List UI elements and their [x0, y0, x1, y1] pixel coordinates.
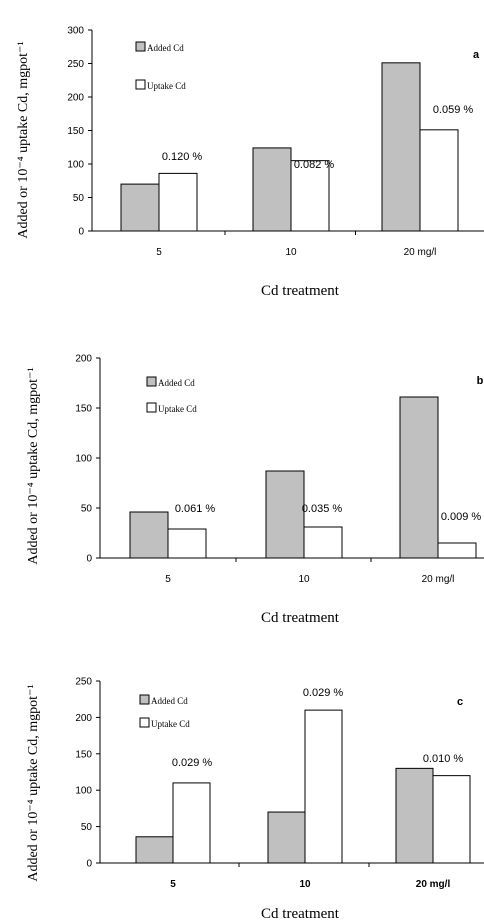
x-tick-label: 10 — [299, 879, 311, 890]
x-tick-label: 5 — [165, 574, 171, 585]
y-tick-label: 50 — [81, 504, 93, 515]
bar-added-cd — [267, 811, 306, 864]
percent-annotation: 0.010 % — [423, 753, 464, 765]
legend-swatch-added — [139, 694, 150, 705]
percent-annotation: 0.035 % — [302, 503, 343, 515]
x-axis-label: Cd treatment — [261, 283, 340, 299]
panel-letter: b — [477, 375, 484, 387]
bar-uptake-cd — [172, 782, 211, 864]
percent-annotation: 0.082 % — [294, 159, 335, 171]
y-tick-label: 100 — [75, 454, 92, 465]
y-tick-label: 200 — [75, 354, 92, 365]
percent-annotation: 0.061 % — [175, 503, 216, 515]
x-tick-label: 20 mg/l — [416, 879, 451, 890]
bar-uptake-cd — [167, 528, 207, 559]
x-tick-label: 20 mg/l — [422, 574, 455, 585]
y-axis-label: Added or 10⁻⁴ uptake Cd, mgpot⁻¹ — [26, 684, 41, 881]
y-tick-label: 200 — [75, 713, 92, 724]
x-tick-label: 5 — [170, 879, 176, 890]
legend-swatch-uptake — [135, 79, 146, 90]
bar-added-cd — [135, 836, 174, 864]
bar-added-cd — [395, 767, 434, 864]
bar-uptake-cd — [304, 709, 343, 864]
bar-uptake-cd — [432, 775, 471, 864]
chart-panel-a: 0 50 100 150 200 250 300 5 0.120 % 10 0.082 % 20 mg… — [16, 26, 484, 299]
y-tick-label: 100 — [75, 786, 92, 797]
y-tick-label: 150 — [75, 749, 92, 760]
x-axis-label: Cd treatment — [261, 610, 340, 626]
x-tick-label: 5 — [156, 247, 162, 258]
legend-swatch-added — [146, 376, 157, 387]
y-tick-label: 200 — [67, 93, 84, 104]
bar-added-cd — [399, 396, 439, 559]
percent-annotation: 0.009 % — [441, 511, 482, 523]
y-tick-label: 0 — [86, 859, 92, 870]
panel-letter: a — [473, 49, 480, 61]
chart-panel-c: 0 50 100 150 200 250 5 0.029 % 10 0.029 % 20 mg/l 0… — [26, 677, 484, 922]
y-tick-label: 150 — [75, 404, 92, 415]
bar-added-cd — [120, 183, 160, 232]
legend-swatch-added — [135, 41, 146, 52]
bar-added-cd — [381, 62, 421, 232]
bar-uptake-cd — [419, 129, 459, 232]
bar-added-cd — [265, 470, 305, 559]
percent-annotation: 0.120 % — [162, 151, 203, 163]
y-tick-label: 300 — [67, 26, 84, 37]
x-tick-label: 10 — [285, 247, 297, 258]
y-tick-label: 50 — [81, 822, 93, 833]
bar-uptake-cd — [303, 526, 343, 559]
legend-label-added: Added Cd — [147, 43, 184, 53]
y-tick-label: 100 — [67, 160, 84, 171]
x-axis-label: Cd treatment — [261, 906, 340, 922]
legend-label-added: Added Cd — [158, 378, 195, 388]
legend-label-uptake: Uptake Cd — [147, 81, 186, 91]
bar-added-cd — [129, 511, 169, 559]
y-axis-label: Added or 10⁻⁴ uptake Cd, mgpot⁻¹ — [16, 41, 31, 238]
legend-swatch-uptake — [139, 717, 150, 728]
y-tick-label: 0 — [78, 227, 84, 238]
legend-label-uptake: Uptake Cd — [158, 404, 197, 414]
percent-annotation: 0.029 % — [172, 757, 213, 769]
bar-uptake-cd — [290, 160, 330, 232]
chart-panel-b: 0 50 100 150 200 5 0.061 % 10 0.035 % 20 mg/l 0.00… — [26, 354, 484, 626]
y-tick-label: 250 — [67, 59, 84, 70]
bar-added-cd — [252, 147, 292, 232]
percent-annotation: 0.029 % — [303, 687, 344, 699]
legend-label-uptake: Uptake Cd — [151, 719, 190, 729]
legend-swatch-uptake — [146, 402, 157, 413]
y-tick-label: 150 — [67, 126, 84, 137]
x-tick-label: 10 — [298, 574, 310, 585]
y-axis-label: Added or 10⁻⁴ uptake Cd, mgpot⁻¹ — [26, 367, 41, 564]
y-tick-label: 0 — [86, 554, 92, 565]
percent-annotation: 0.059 % — [433, 104, 474, 116]
legend-label-added: Added Cd — [151, 696, 188, 706]
bar-uptake-cd — [158, 172, 198, 232]
x-tick-label: 20 mg/l — [404, 247, 437, 258]
y-tick-label: 50 — [73, 193, 85, 204]
y-tick-label: 250 — [75, 677, 92, 688]
bar-uptake-cd — [437, 542, 477, 559]
panel-letter: c — [457, 696, 463, 708]
